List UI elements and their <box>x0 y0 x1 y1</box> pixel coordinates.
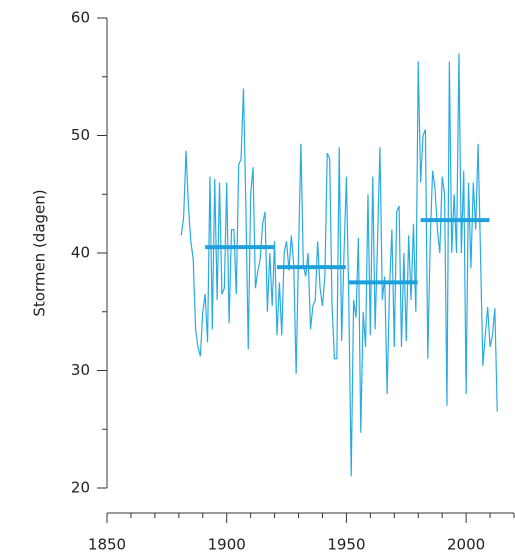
y-tick-label: 20 <box>71 479 90 497</box>
y-axis-label: Stormen (dagen) <box>31 189 49 316</box>
y-tick-label: 60 <box>71 9 90 27</box>
y-tick-label: 30 <box>71 361 90 379</box>
y-tick-label: 50 <box>71 126 90 144</box>
x-tick-label: 2000 <box>447 536 485 554</box>
y-tick-label: 40 <box>71 244 90 262</box>
x-tick-label: 1950 <box>327 536 365 554</box>
x-tick-label: 1900 <box>208 536 246 554</box>
x-tick-label: 1850 <box>88 536 126 554</box>
data-line <box>180 53 498 477</box>
